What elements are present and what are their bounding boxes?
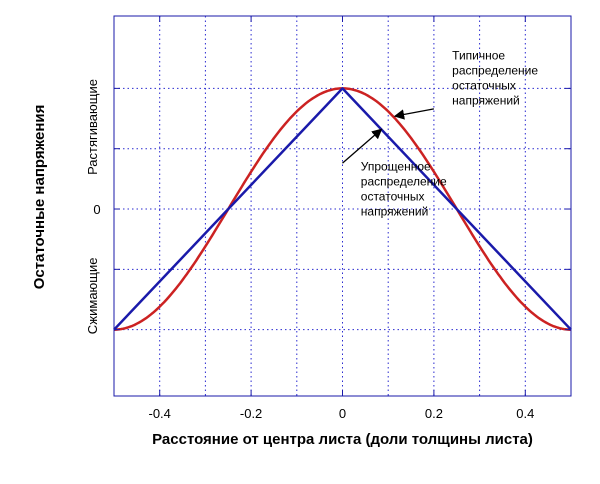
annotations: Типичное распределение остаточных напряжени… [342, 48, 538, 218]
simplified-annotation: Упрощенное распределение остаточных напряже… [361, 159, 447, 218]
annotation-line: Типичное [452, 48, 505, 62]
annotation-line: напряжений [361, 204, 429, 218]
y-zero-tick-label: 0 [93, 202, 100, 217]
x-tick-label: 0.4 [516, 406, 534, 421]
ticks: -0.4 -0.2 0 0.2 0.4 [114, 16, 571, 421]
annotation-line: распределение [361, 174, 447, 188]
series-group [113, 87, 572, 331]
x-axis-title: Расстояние от центра листа (доли толщины… [152, 431, 533, 448]
x-tick-label: -0.4 [148, 406, 170, 421]
annotation-line: остаточных [452, 78, 516, 92]
simplified-distribution-line [113, 87, 572, 331]
annotation-arrow [393, 108, 435, 120]
y-compressive-label: Сжимающие [85, 257, 100, 334]
annotation-line: напряжений [452, 93, 520, 107]
annotation-line: остаточных [361, 189, 425, 203]
annotation-line: Упрощенное [361, 159, 431, 173]
y-tensile-label: Растягивающие [85, 79, 100, 175]
typical-annotation: Типичное распределение остаточных напряжени… [452, 48, 538, 107]
x-tick-label: 0.2 [425, 406, 443, 421]
y-axis-title: Остаточные напряжения [31, 105, 48, 290]
annotation-arrow [342, 128, 383, 164]
grid [114, 16, 571, 396]
annotation-line: распределение [452, 63, 538, 77]
x-tick-label: -0.2 [240, 406, 262, 421]
x-tick-label: 0 [339, 406, 346, 421]
